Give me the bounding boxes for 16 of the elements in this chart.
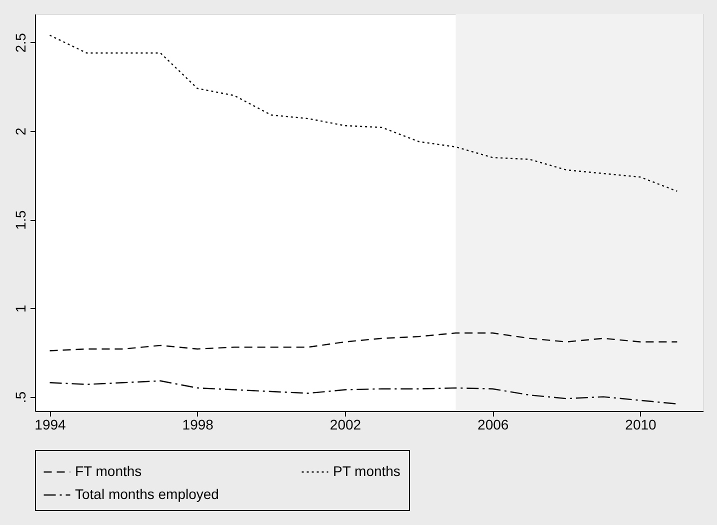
y-tick-label: 2.5: [12, 32, 28, 53]
x-tick-label: 1998: [182, 416, 214, 432]
line-series: [49, 332, 678, 352]
line-series: [49, 380, 678, 405]
x-tick-label: 2010: [625, 416, 657, 432]
legend-label: PT months: [333, 463, 400, 479]
x-tick-label: 2006: [478, 416, 509, 432]
y-tick-label: .5: [12, 391, 28, 404]
legend-label: Total months employed: [75, 486, 219, 502]
x-tick-label: 2002: [330, 416, 362, 432]
legend-label: FT months: [75, 463, 142, 479]
y-tick-label: 2: [12, 127, 28, 136]
x-tick-label: 1994: [34, 416, 66, 432]
y-tick-label: 1: [12, 304, 28, 313]
line-series: [49, 34, 678, 192]
y-tick-label: 1.5: [12, 210, 28, 230]
